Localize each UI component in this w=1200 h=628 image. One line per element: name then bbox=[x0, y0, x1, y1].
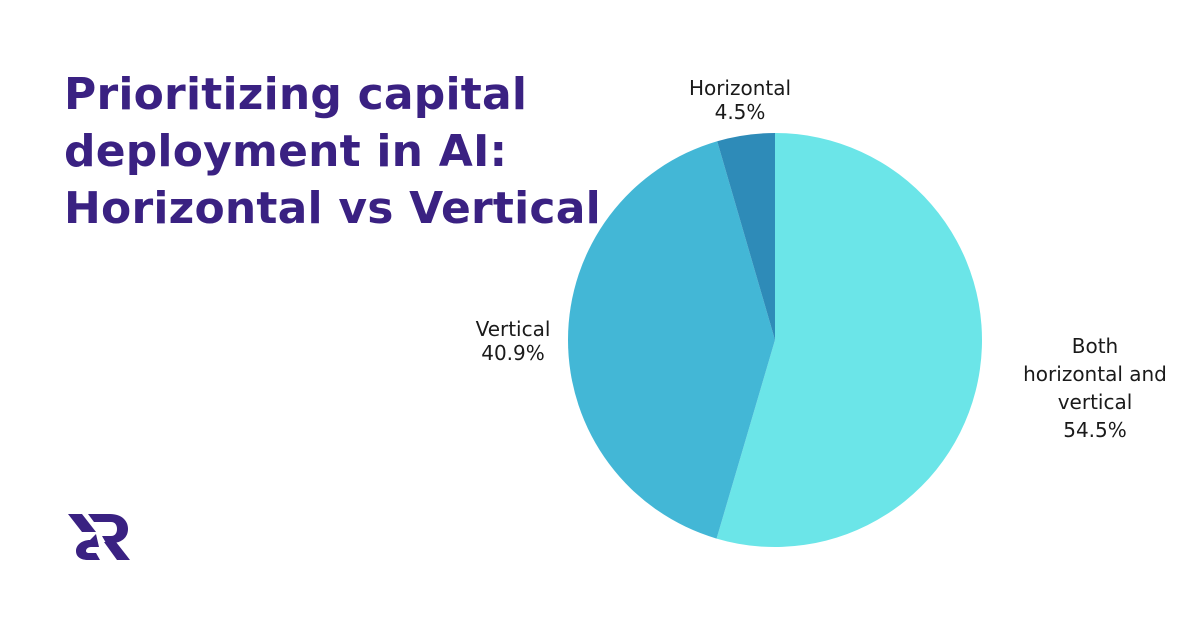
title-line-3: Horizontal vs Vertical bbox=[64, 183, 601, 234]
chart-title: Prioritizing capital deployment in AI: H… bbox=[64, 66, 601, 237]
title-line-2: deployment in AI: bbox=[64, 126, 508, 177]
slice-vertical bbox=[567, 141, 775, 539]
label-vertical: Vertical 40.9% bbox=[475, 317, 551, 365]
brand-logo-icon bbox=[68, 514, 130, 560]
slice-horizontal bbox=[717, 133, 775, 340]
pie-slices bbox=[567, 133, 982, 547]
slice-both bbox=[716, 133, 982, 547]
label-horizontal: Horizontal 4.5% bbox=[688, 76, 792, 124]
label-both: Both horizontal and vertical 54.5% bbox=[1023, 334, 1167, 442]
title-line-1: Prioritizing capital bbox=[64, 69, 528, 120]
